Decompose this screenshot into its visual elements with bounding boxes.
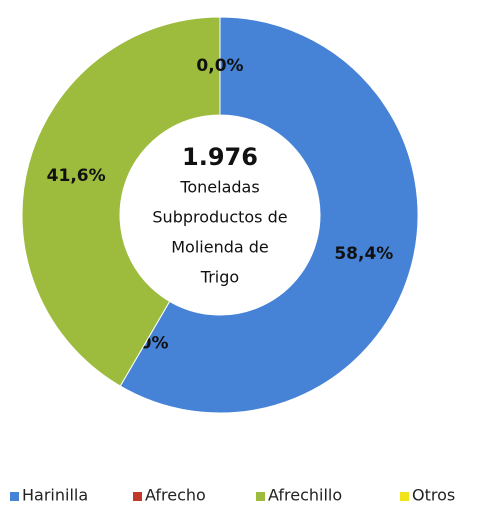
legend-label: Otros — [412, 486, 455, 505]
center-text: Trigo — [200, 268, 239, 287]
center-text: Toneladas — [179, 178, 259, 197]
data-label: 58,4% — [334, 244, 393, 264]
center-text: Molienda de — [171, 238, 269, 257]
donut-slice — [21, 16, 221, 387]
legend-swatch — [256, 492, 265, 501]
center-text: Subproductos de — [152, 208, 287, 227]
data-label: 0,0% — [196, 56, 243, 76]
donut-slice — [119, 16, 419, 414]
legend-label: Afrechillo — [268, 486, 342, 505]
legend-label: Harinilla — [22, 486, 88, 505]
center-value: 1.976 — [182, 143, 258, 171]
legend-swatch — [133, 492, 142, 501]
legend-label: Afrecho — [145, 486, 206, 505]
legend-swatch — [400, 492, 409, 501]
legend-swatch — [10, 492, 19, 501]
data-label: 41,6% — [47, 166, 106, 186]
